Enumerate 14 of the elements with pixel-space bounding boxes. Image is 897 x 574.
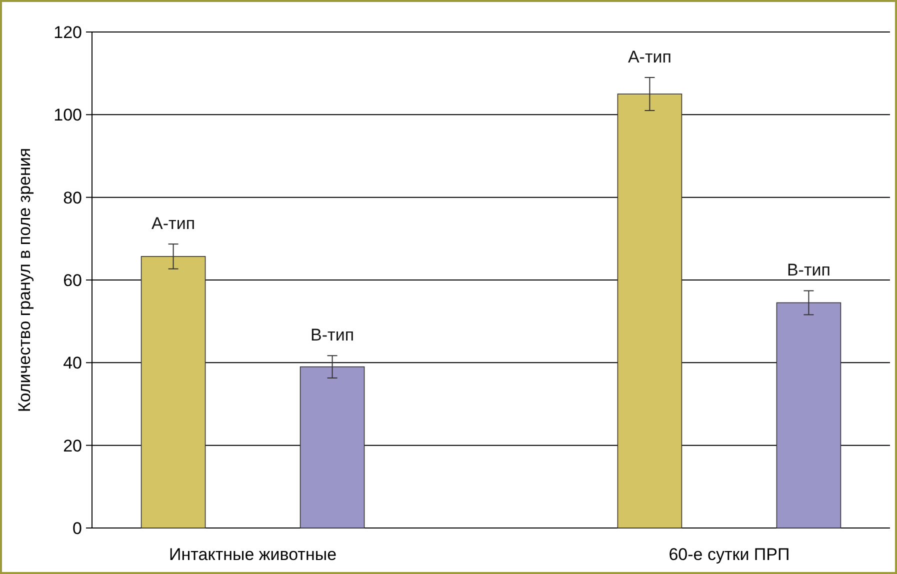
y-axis-title: Количество гранул в поле зрения	[15, 148, 34, 412]
x-tick-label: Интактные животные	[169, 545, 337, 564]
y-tick-label: 20	[63, 436, 82, 456]
y-tick-label: 60	[63, 270, 82, 290]
y-tick-label: 100	[54, 106, 82, 125]
series-label: А-тип	[152, 214, 196, 234]
y-tick-label: 40	[63, 354, 82, 373]
series-label: В-тип	[310, 326, 354, 345]
y-tick-label: 0	[72, 518, 82, 538]
text: А-тип	[628, 47, 672, 66]
y-tick-label: 80	[63, 188, 82, 208]
x-tick-label: 60-е сутки ПРП	[668, 545, 790, 564]
y-tick-label: 120	[54, 22, 82, 42]
text: В-тип	[786, 260, 830, 280]
